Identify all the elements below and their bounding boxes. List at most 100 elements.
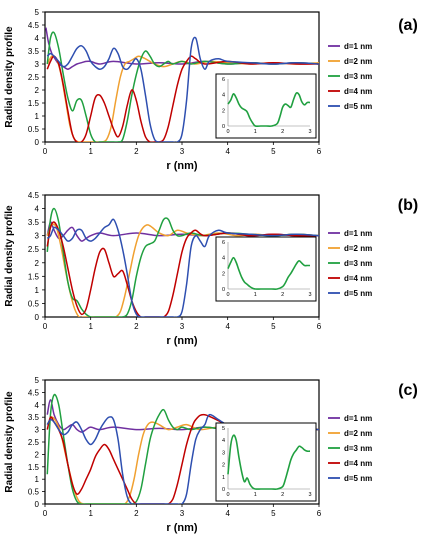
inset-x-tick-label: 0 [226,129,229,135]
y-tick-label: 0 [35,500,40,509]
inset-x-tick-label: 2 [281,292,284,298]
inset-y-tick-label: 0 [222,124,225,130]
y-axis-title: Radial density profile [4,26,15,128]
panel-label: (c) [398,382,418,399]
inset-y-tick-label: 2 [222,108,225,114]
legend-label: d=5 nm [344,102,372,111]
x-tick-label: 2 [134,147,139,156]
legend-label: d=3 nm [344,259,372,268]
inset-x-tick-label: 3 [308,129,311,135]
legend-label: d=3 nm [344,444,372,453]
x-tick-label: 1 [88,322,93,331]
y-tick-label: 4.5 [28,21,40,30]
legend-label: d=4 nm [344,459,372,468]
x-tick-label: 4 [225,147,230,156]
y-tick-label: 0.5 [28,299,40,308]
legend-label: d=4 nm [344,274,372,283]
x-tick-label: 1 [88,147,93,156]
y-tick-label: 0.5 [28,125,40,134]
inset-x-tick-label: 2 [281,492,284,498]
y-axis-title: Radial density profile [4,391,15,493]
series-line-d-5-nm [46,413,319,504]
inset-y-tick-label: 1 [222,475,225,481]
y-tick-label: 3 [35,60,40,69]
inset-y-tick-label: 6 [222,77,225,83]
y-tick-label: 0 [35,138,40,147]
inset-box [215,236,317,302]
series-line-d-4-nm [46,55,319,142]
y-tick-label: 0 [35,313,40,322]
x-tick-label: 0 [43,322,48,331]
x-tick-label: 6 [317,322,322,331]
series-group [45,27,319,142]
series-line-d-4-nm [46,413,319,504]
x-tick-label: 6 [317,509,322,518]
legend-label: d=1 nm [344,229,372,238]
x-tick-label: 4 [225,509,230,518]
inset-x-tick-label: 0 [226,292,229,298]
x-tick-label: 4 [225,322,230,331]
inset-y-tick-label: 4 [222,93,225,99]
inset-y-tick-label: 4 [222,256,225,262]
inset-line [227,434,311,490]
x-tick-label: 5 [271,509,276,518]
x-tick-label: 2 [134,322,139,331]
inset-y-tick-label: 0 [222,287,225,293]
inset-y-tick-label: 2 [222,463,225,469]
inset-y-tick-label: 0 [222,487,225,493]
legend-label: d=4 nm [344,87,372,96]
inset-y-tick-label: 4 [222,438,225,444]
y-tick-label: 2.5 [28,245,40,254]
y-tick-label: 2.5 [28,73,40,82]
inset-x-tick-label: 2 [281,129,284,135]
x-axis-title: r (nm) [166,160,198,172]
y-tick-label: 3.5 [28,47,40,56]
legend-label: d=1 nm [344,42,372,51]
inset-y-tick-label: 3 [222,450,225,456]
inset-x-tick-label: 1 [254,129,257,135]
y-tick-label: 3 [35,426,40,435]
y-tick-label: 1 [35,475,40,484]
inset-box [215,73,317,139]
y-tick-label: 5 [35,376,40,385]
x-tick-label: 3 [180,147,185,156]
series-line-d-5-nm [46,218,319,317]
inset-x-tick-label: 1 [254,292,257,298]
x-axis-title: r (nm) [166,522,198,534]
y-tick-label: 4 [35,205,40,214]
panel-b: 0 0.5 1 1.5 2 2.5 3 3.5 4 4.5 0 1 2 3 4 5 6 r (nm) Radial … [4,191,418,347]
y-tick-label: 5 [35,8,40,17]
inset-line [227,92,311,128]
y-tick-label: 1.5 [28,272,40,281]
legend-label: d=3 nm [344,72,372,81]
inset-line [227,256,310,290]
x-tick-label: 1 [88,509,93,518]
y-tick-label: 2.5 [28,438,40,447]
y-tick-label: 4 [35,34,40,43]
series-line-d-3-nm [46,31,319,142]
panel-label: (b) [398,197,418,214]
y-tick-label: 1 [35,286,40,295]
inset-x-tick-label: 0 [226,492,229,498]
x-axis-title: r (nm) [166,335,198,347]
y-tick-label: 1.5 [28,463,40,472]
panel-c: 0 0.5 1 1.5 2 2.5 3 3.5 4 4.5 5 0 1 2 3 4 5 6 r (nm) Radial… [4,376,418,534]
y-tick-label: 3.5 [28,413,40,422]
y-axis-title: Radial density profile [4,205,15,307]
y-tick-label: 0.5 [28,488,40,497]
x-tick-label: 0 [43,509,48,518]
series-line-d-3-nm [46,393,319,504]
x-tick-label: 6 [317,147,322,156]
inset-x-tick-label: 3 [308,292,311,298]
inset-x-tick-label: 1 [254,492,257,498]
y-tick-label: 1.5 [28,99,40,108]
inset-y-tick-label: 6 [222,240,225,246]
y-tick-label: 2 [35,450,40,459]
y-tick-label: 2 [35,259,40,268]
y-tick-label: 3.5 [28,218,40,227]
x-tick-label: 3 [180,322,185,331]
x-tick-label: 5 [271,147,276,156]
inset-y-tick-label: 5 [222,426,225,432]
legend-label: d=5 nm [344,289,372,298]
